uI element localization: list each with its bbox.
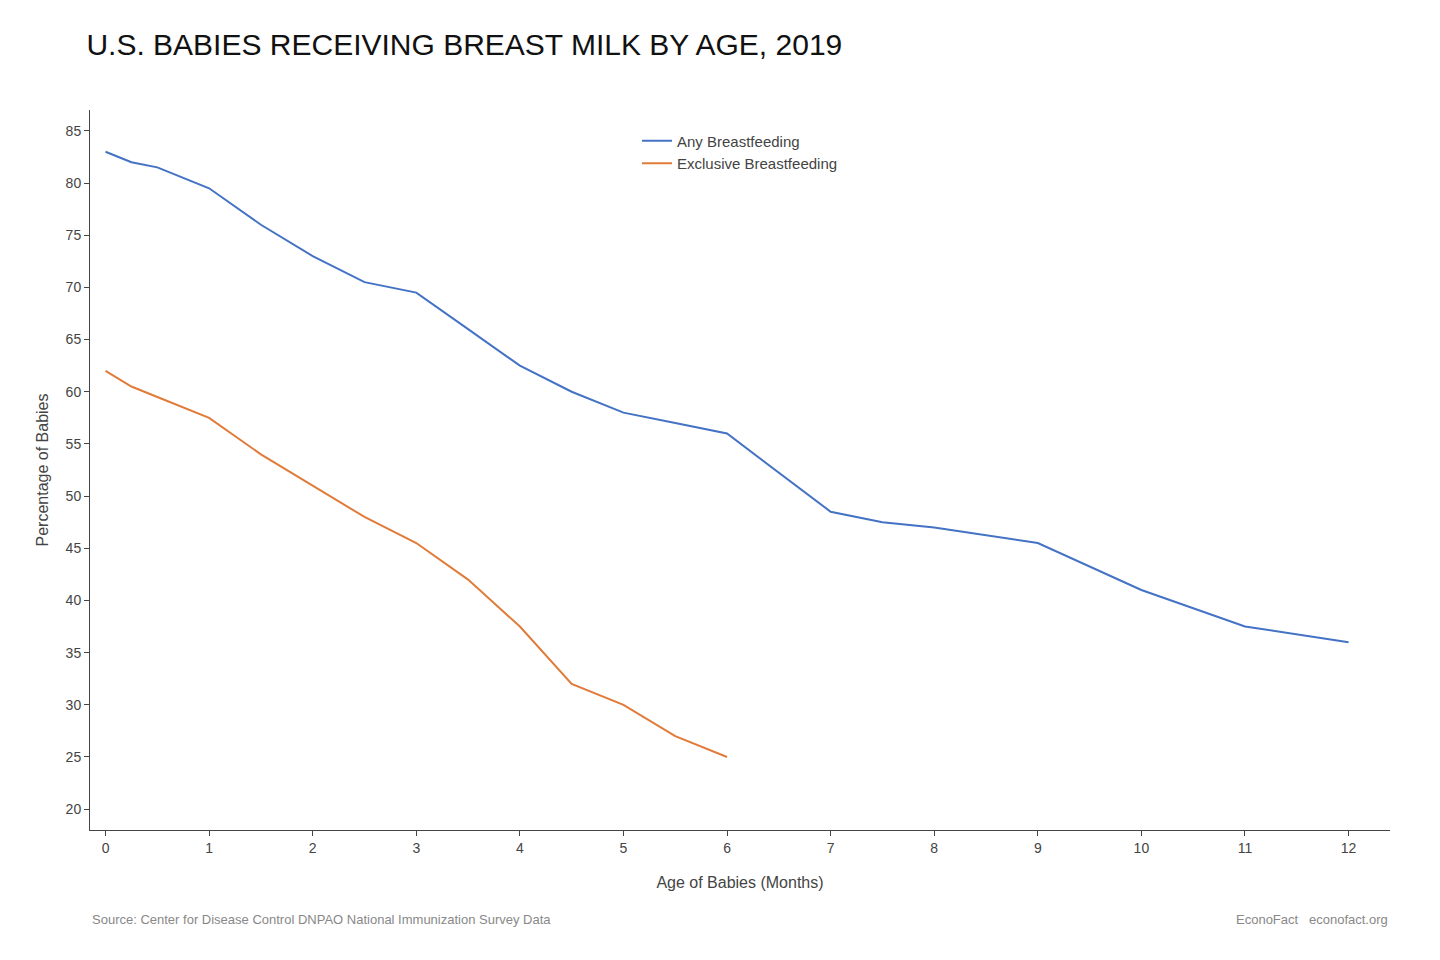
svg-text:75: 75 xyxy=(66,227,82,243)
svg-text:3: 3 xyxy=(412,840,420,856)
svg-text:80: 80 xyxy=(66,175,82,191)
svg-text:30: 30 xyxy=(66,697,82,713)
svg-text:Any Breastfeeding: Any Breastfeeding xyxy=(677,133,800,150)
svg-text:85: 85 xyxy=(66,123,82,139)
svg-text:6: 6 xyxy=(723,840,731,856)
svg-text:35: 35 xyxy=(66,645,82,661)
svg-text:60: 60 xyxy=(66,384,82,400)
svg-text:0: 0 xyxy=(102,840,110,856)
svg-text:25: 25 xyxy=(66,749,82,765)
svg-text:10: 10 xyxy=(1134,840,1150,856)
svg-text:20: 20 xyxy=(66,801,82,817)
svg-text:Source: Center for Disease Con: Source: Center for Disease Control DNPAO… xyxy=(92,912,551,927)
svg-text:2: 2 xyxy=(309,840,317,856)
svg-text:45: 45 xyxy=(66,540,82,556)
svg-text:EconoFact econofact.org: EconoFact econofact.org xyxy=(1236,912,1388,927)
svg-text:11: 11 xyxy=(1238,840,1253,856)
svg-text:55: 55 xyxy=(66,436,82,452)
svg-text:65: 65 xyxy=(66,331,82,347)
svg-text:8: 8 xyxy=(930,840,938,856)
svg-text:Percentage of Babies: Percentage of Babies xyxy=(34,394,51,547)
svg-text:40: 40 xyxy=(66,592,82,608)
svg-text:70: 70 xyxy=(66,279,82,295)
svg-text:Age of Babies (Months): Age of Babies (Months) xyxy=(656,874,823,891)
svg-text:U.S. BABIES RECEIVING BREAST M: U.S. BABIES RECEIVING BREAST MILK BY AGE… xyxy=(86,28,842,61)
svg-text:7: 7 xyxy=(827,840,835,856)
svg-text:1: 1 xyxy=(205,840,213,856)
svg-text:12: 12 xyxy=(1341,840,1357,856)
svg-text:Exclusive Breastfeeding: Exclusive Breastfeeding xyxy=(677,155,837,172)
svg-text:5: 5 xyxy=(620,840,628,856)
svg-text:9: 9 xyxy=(1034,840,1042,856)
svg-text:4: 4 xyxy=(516,840,524,856)
svg-text:50: 50 xyxy=(66,488,82,504)
